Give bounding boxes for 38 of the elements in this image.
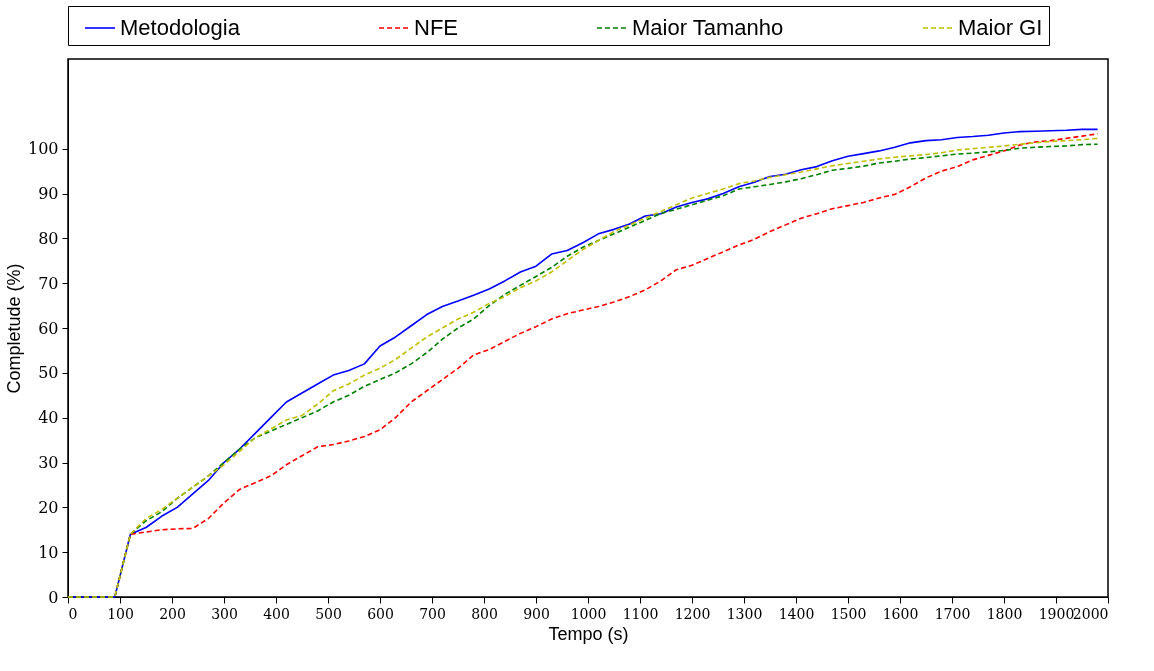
y-tick-label: 40 [38,408,59,428]
x-tick-label: 1900 [1038,605,1075,622]
x-tick-label: 700 [419,605,446,622]
x-tick-label: 2000 [1072,605,1109,622]
x-tick-label: 600 [367,605,394,622]
y-axis-title: Completude (%) [3,263,24,394]
legend-label: Metodologia [120,15,241,40]
x-tick-label: 1200 [674,605,711,622]
y-tick-label: 10 [38,542,59,562]
x-tick-label: 200 [159,605,186,622]
x-tick-label: 800 [471,605,498,622]
x-tick-label: 100 [107,605,134,622]
x-tick-label: 1000 [570,605,607,622]
x-tick-label: 1300 [726,605,763,622]
x-tick-label: 300 [211,605,238,622]
legend-label: Maior Tamanho [632,15,784,40]
x-tick-label: 900 [523,605,550,622]
x-tick-label: 1100 [622,605,659,622]
y-tick-label: 50 [38,363,59,383]
x-axis-title: Tempo (s) [548,623,629,644]
y-tick-label: 100 [27,139,59,159]
y-tick-label: 80 [38,228,59,248]
legend-label: Maior GI [958,15,1043,40]
x-tick-label: 1400 [778,605,815,622]
x-tick-label: 1700 [934,605,971,622]
y-tick-label: 30 [38,453,59,472]
y-tick-label: 60 [38,318,59,338]
legend-label: NFE [414,15,458,40]
y-tick-label: 90 [38,184,59,203]
x-tick-label: 0 [68,605,78,622]
y-tick-label: 20 [38,497,59,517]
x-tick-label: 1500 [830,605,867,622]
x-tick-label: 500 [315,605,342,622]
y-tick-label: 70 [38,273,59,293]
x-tick-label: 1600 [882,605,919,622]
x-tick-label: 400 [263,605,290,622]
y-tick-label: 0 [48,587,59,607]
x-tick-label: 1800 [986,605,1023,622]
